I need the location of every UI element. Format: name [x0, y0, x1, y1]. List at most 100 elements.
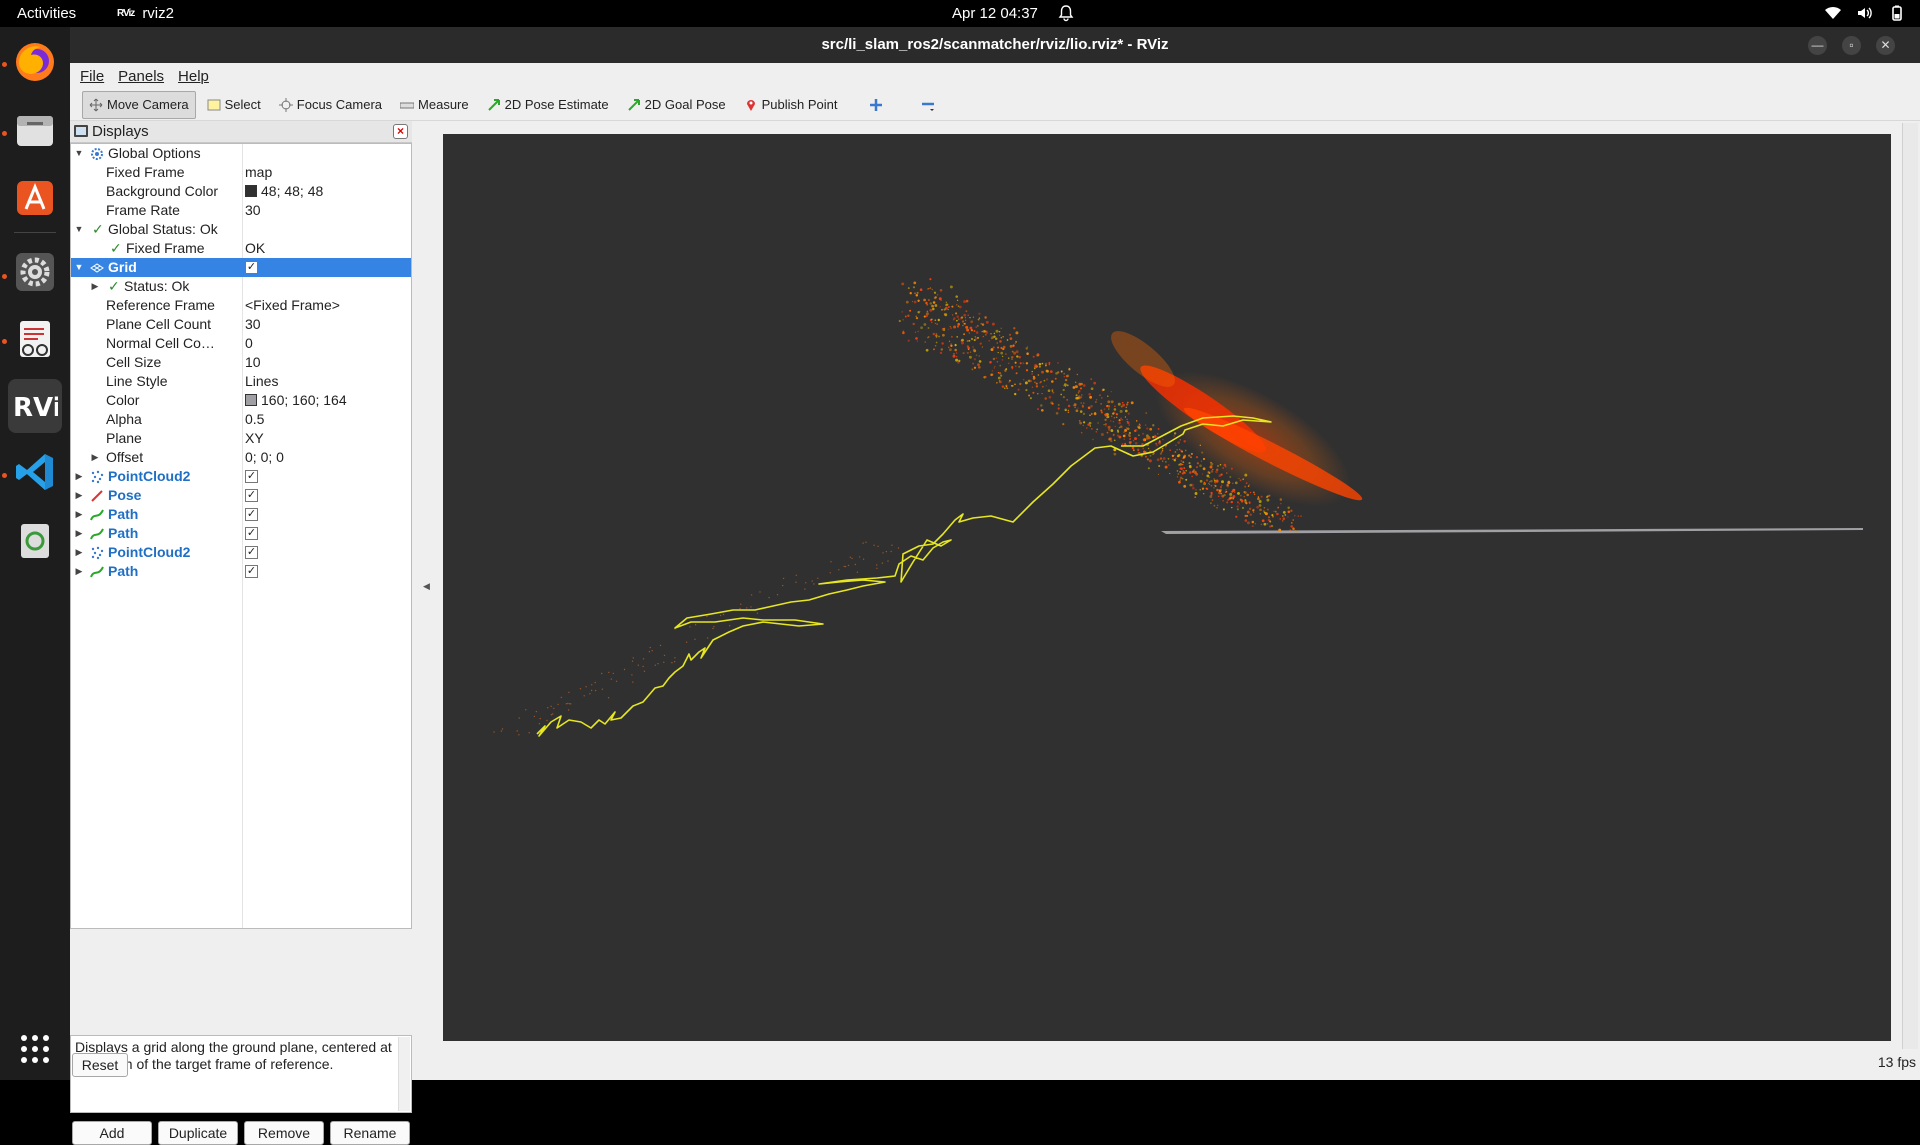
tree-row-status-fixed-frame[interactable]: ✓ Fixed Frame OK — [71, 239, 411, 258]
right-panel-strip[interactable] — [1902, 123, 1918, 1049]
property-value[interactable]: Lines — [245, 373, 279, 389]
enable-checkbox[interactable]: ✓ — [245, 546, 258, 559]
tree-row-path[interactable]: ▶ Path ✓ — [71, 505, 411, 524]
tree-row-line-style[interactable]: Line Style Lines — [71, 372, 411, 391]
cloud-point — [829, 572, 831, 574]
expand-arrow-icon[interactable]: ▶ — [75, 490, 83, 500]
minimize-button[interactable]: — — [1808, 36, 1827, 55]
expand-arrow-icon[interactable]: ▶ — [91, 281, 99, 291]
expand-arrow-icon[interactable]: ▶ — [91, 452, 99, 462]
property-value[interactable]: 30 — [245, 316, 261, 332]
add-tool-button[interactable] — [862, 91, 890, 119]
property-value[interactable]: 0.5 — [245, 411, 265, 427]
enable-checkbox[interactable]: ✓ — [245, 527, 258, 540]
property-value[interactable]: XY — [245, 430, 264, 446]
app-center-icon[interactable] — [8, 170, 62, 224]
enable-checkbox[interactable]: ✓ — [245, 470, 258, 483]
duplicate-button[interactable]: Duplicate — [158, 1121, 238, 1145]
pose-estimate-button[interactable]: 2D Pose Estimate — [480, 91, 616, 119]
bell-icon[interactable] — [1058, 4, 1074, 22]
cloud-point — [1118, 426, 1121, 429]
move-camera-button[interactable]: Move Camera — [82, 90, 196, 119]
property-value[interactable]: <Fixed Frame> — [245, 297, 340, 313]
property-value[interactable]: 0 — [245, 335, 253, 351]
collapse-left-icon[interactable]: ◀ — [423, 581, 430, 591]
tree-row-reference-frame[interactable]: Reference Frame <Fixed Frame> — [71, 296, 411, 315]
expand-arrow-icon[interactable]: ▶ — [75, 547, 83, 557]
tree-row-global-status[interactable]: ▼ ✓ Global Status: Ok — [71, 220, 411, 239]
enable-checkbox[interactable]: ✓ — [245, 565, 258, 578]
tree-row-path[interactable]: ▶ Path ✓ — [71, 562, 411, 581]
tree-row-pointcloud2[interactable]: ▶ PointCloud2 ✓ — [71, 543, 411, 562]
expand-arrow-icon[interactable]: ▼ — [74, 224, 84, 234]
vscode-icon[interactable] — [8, 445, 62, 499]
tree-row-normal-cell-count[interactable]: Normal Cell Co… 0 — [71, 334, 411, 353]
settings-icon[interactable] — [8, 245, 62, 299]
title-bar[interactable]: src/li_slam_ros2/scanmatcher/rviz/lio.rv… — [70, 27, 1920, 63]
tree-row-pointcloud2[interactable]: ▶ PointCloud2 ✓ — [71, 467, 411, 486]
activities-button[interactable]: Activities — [17, 5, 77, 22]
text-editor-icon[interactable] — [8, 312, 62, 366]
tree-row-fixed-frame[interactable]: Fixed Frame map — [71, 163, 411, 182]
select-button[interactable]: Select — [200, 91, 268, 119]
property-value[interactable]: 0; 0; 0 — [245, 449, 284, 465]
tree-row-background-color[interactable]: Background Color 48; 48; 48 — [71, 182, 411, 201]
rename-button[interactable]: Rename — [330, 1121, 410, 1145]
close-panel-icon[interactable]: × — [393, 124, 408, 139]
description-scrollbar[interactable] — [398, 1037, 410, 1111]
cloud-point — [1157, 473, 1160, 476]
system-tray[interactable] — [1824, 4, 1906, 22]
cloud-point — [1226, 483, 1229, 487]
cloud-point — [1189, 471, 1192, 474]
property-value[interactable]: 30 — [245, 202, 261, 218]
tree-row-frame-rate[interactable]: Frame Rate 30 — [71, 201, 411, 220]
menu-file[interactable]: File — [80, 67, 105, 85]
tree-row-color[interactable]: Color 160; 160; 164 — [71, 391, 411, 410]
tree-row-grid[interactable]: ▼ Grid ✓ — [71, 258, 411, 277]
expand-arrow-icon[interactable]: ▼ — [74, 262, 84, 272]
expand-arrow-icon[interactable]: ▶ — [75, 528, 83, 538]
tree-row-cell-size[interactable]: Cell Size 10 — [71, 353, 411, 372]
displays-tree[interactable]: ▼ Global Options Fixed Frame map Backgro… — [70, 143, 412, 929]
trash-icon[interactable] — [8, 513, 62, 567]
tree-row-offset[interactable]: ▶ Offset 0; 0; 0 — [71, 448, 411, 467]
menu-panels[interactable]: Panels — [118, 67, 165, 85]
expand-arrow-icon[interactable]: ▶ — [75, 471, 83, 481]
cloud-point — [750, 594, 753, 596]
enable-checkbox[interactable]: ✓ — [245, 508, 258, 521]
maximize-button[interactable]: ▫ — [1842, 36, 1861, 55]
tree-row-global-options[interactable]: ▼ Global Options — [71, 144, 411, 163]
tree-row-plane-cell-count[interactable]: Plane Cell Count 30 — [71, 315, 411, 334]
clock[interactable]: Apr 12 04:37 — [952, 5, 1038, 22]
add-display-button[interactable]: Add — [72, 1121, 152, 1145]
expand-arrow-icon[interactable]: ▶ — [75, 509, 83, 519]
tree-row-grid-status[interactable]: ▶ ✓ Status: Ok — [71, 277, 411, 296]
property-value[interactable]: map — [245, 164, 273, 180]
close-window-button[interactable]: ✕ — [1876, 36, 1895, 55]
expand-arrow-icon[interactable]: ▶ — [75, 566, 83, 576]
property-value[interactable]: 10 — [245, 354, 261, 370]
tree-row-pose[interactable]: ▶ Pose ✓ — [71, 486, 411, 505]
property-value[interactable]: 160; 160; 164 — [245, 391, 347, 410]
expand-arrow-icon[interactable]: ▼ — [74, 148, 84, 158]
goal-pose-button[interactable]: 2D Goal Pose — [620, 91, 733, 119]
tree-row-alpha[interactable]: Alpha 0.5 — [71, 410, 411, 429]
property-value[interactable]: 48; 48; 48 — [245, 182, 323, 201]
enable-checkbox[interactable]: ✓ — [245, 489, 258, 502]
focus-camera-button[interactable]: Focus Camera — [272, 91, 389, 119]
app-menu[interactable]: RViz rviz2 — [117, 5, 174, 22]
measure-button[interactable]: Measure — [393, 91, 476, 119]
remove-tool-button[interactable] — [914, 91, 942, 119]
tree-row-path[interactable]: ▶ Path ✓ — [71, 524, 411, 543]
reset-button[interactable]: Reset — [72, 1053, 128, 1077]
3d-render-view[interactable] — [443, 134, 1891, 1041]
tree-row-plane[interactable]: Plane XY — [71, 429, 411, 448]
publish-point-button[interactable]: Publish Point — [737, 91, 845, 119]
enable-checkbox[interactable]: ✓ — [245, 261, 258, 274]
files-icon[interactable] — [8, 103, 62, 157]
firefox-icon[interactable] — [8, 35, 62, 89]
remove-button[interactable]: Remove — [244, 1121, 324, 1145]
menu-help[interactable]: Help — [178, 67, 209, 85]
app-grid-icon[interactable] — [8, 1022, 62, 1076]
rviz-icon[interactable]: RViz — [8, 379, 62, 433]
